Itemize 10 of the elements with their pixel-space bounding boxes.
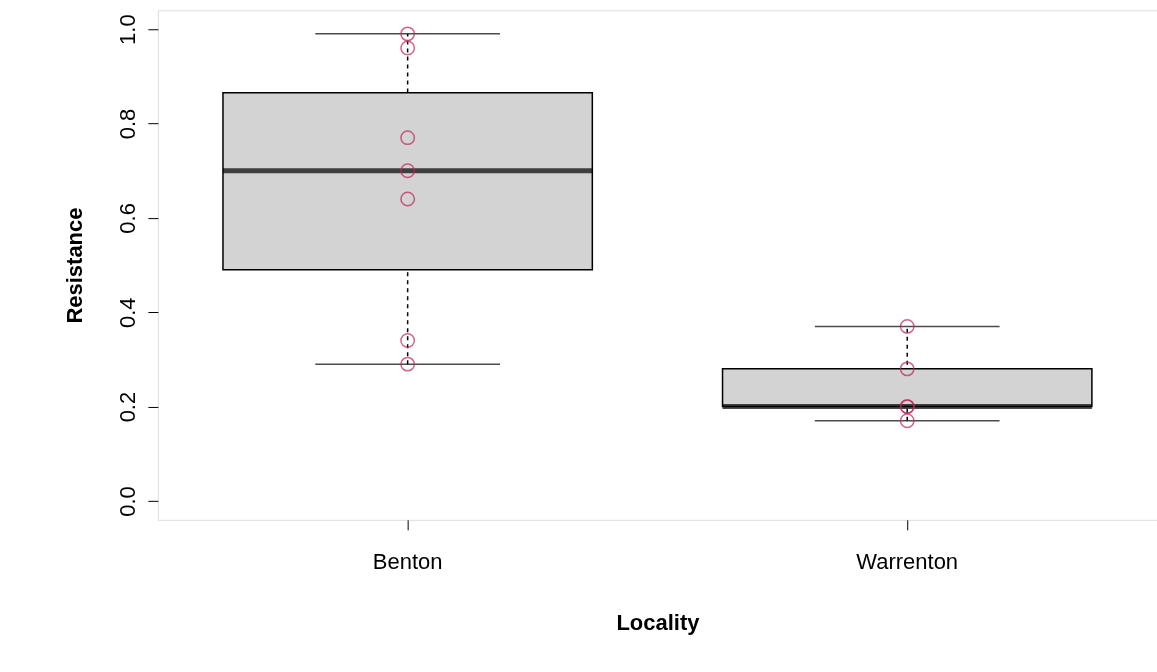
y-tick-label: 0.0: [115, 486, 141, 517]
y-tick-label: 0.4: [115, 297, 141, 329]
y-axis-title: Resistance: [62, 207, 88, 324]
x-tick-label: Warrenton: [856, 549, 959, 575]
y-tick-label: 0.2: [115, 391, 141, 423]
y-tick-label: 0.6: [115, 203, 141, 234]
y-tick-label: 1.0: [115, 14, 141, 45]
x-axis-title: Locality: [616, 610, 701, 636]
x-tick-label: Benton: [372, 549, 443, 575]
y-tick-label: 0.8: [115, 108, 141, 140]
